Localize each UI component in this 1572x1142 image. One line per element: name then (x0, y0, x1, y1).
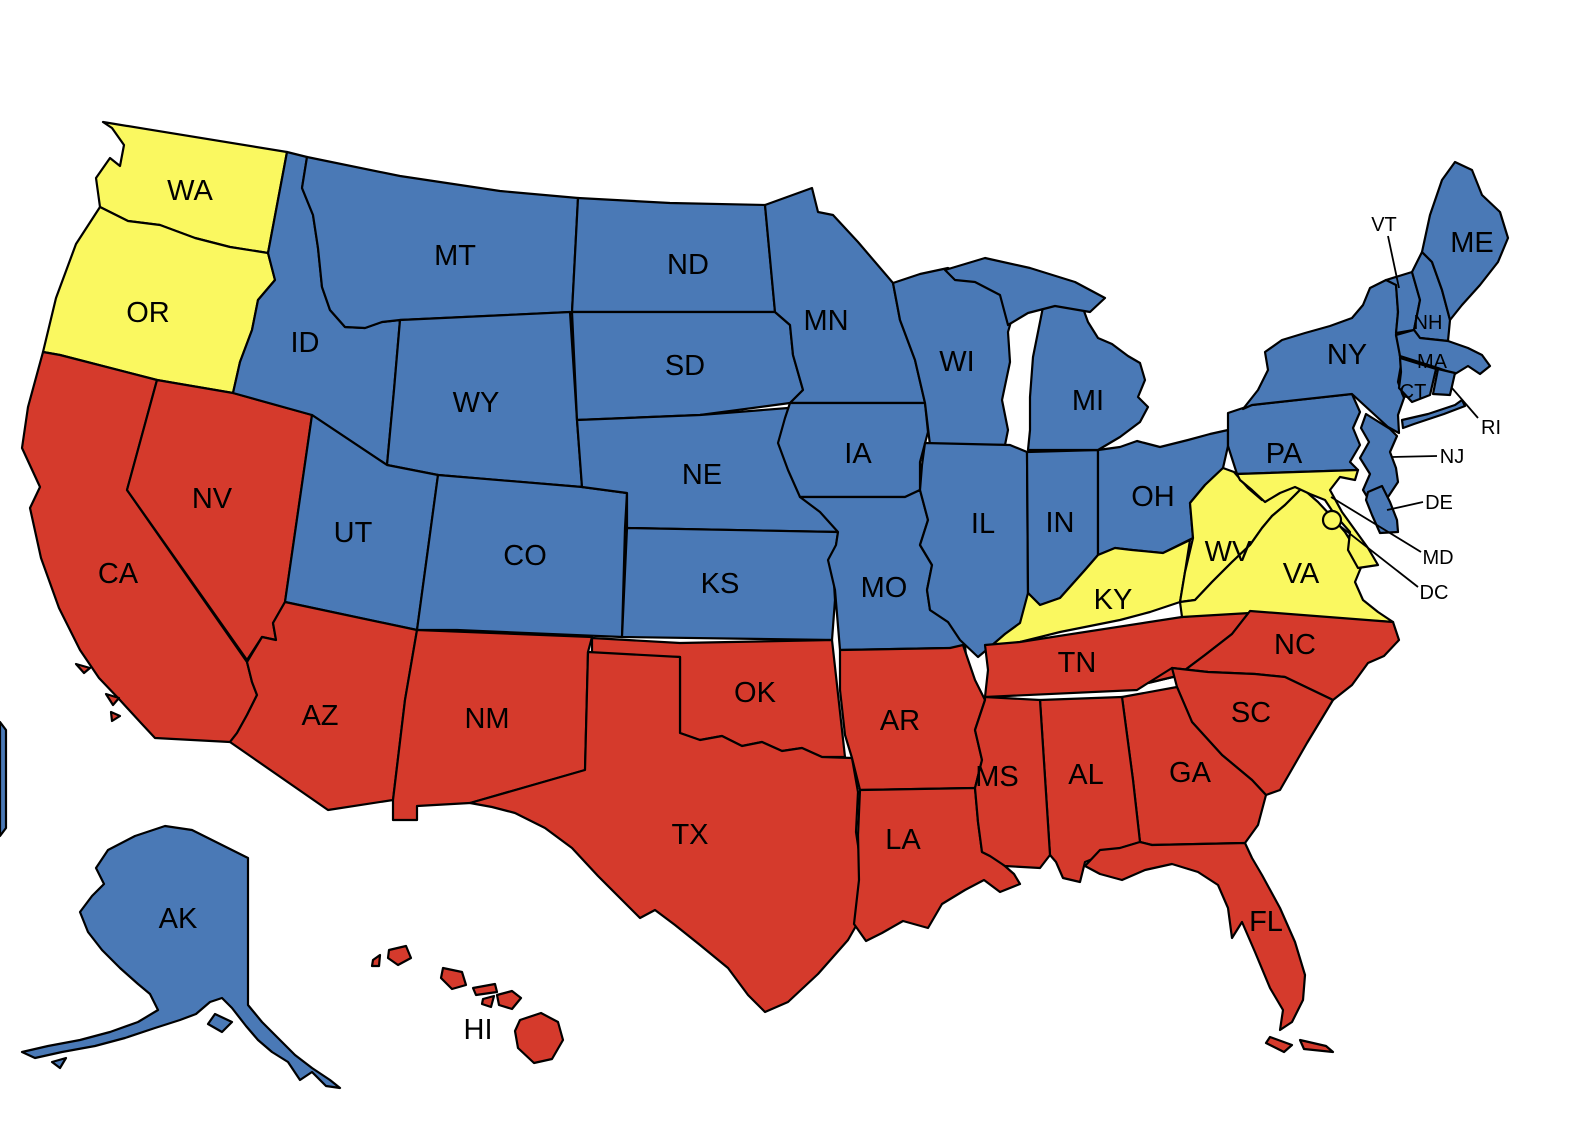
state-shape-AK (0, 720, 8, 838)
state-label-CT: CT (1400, 381, 1427, 403)
state-label-SC: SC (1231, 697, 1271, 729)
callout-line-DC (1339, 525, 1419, 588)
state-label-NE: NE (682, 459, 722, 491)
state-shape-DE (1364, 484, 1400, 535)
state-label-ME: ME (1450, 227, 1494, 259)
state-label-MA: MA (1417, 351, 1448, 373)
state-label-MI: MI (1072, 385, 1104, 417)
state-label-NM: NM (464, 703, 509, 735)
state-shape-TX (468, 650, 870, 1014)
state-label-TN: TN (1058, 647, 1097, 679)
state-shape-KY (988, 538, 1192, 649)
state-label-AZ: AZ (301, 700, 338, 732)
callout-line-MD (1330, 496, 1422, 553)
state-shape-NY (1400, 398, 1467, 430)
state-label-OR: OR (126, 297, 170, 329)
state-shape-AL (1038, 695, 1142, 884)
state-label-TX: TX (671, 819, 708, 851)
state-label-MD: MD (1422, 547, 1453, 569)
state-label-AK: AK (159, 903, 198, 935)
state-label-NH: NH (1414, 312, 1443, 334)
state-shape-HI (370, 953, 382, 968)
state-label-ID: ID (291, 327, 320, 359)
callout-line-DE (1386, 501, 1424, 511)
callout-line-VT (1387, 235, 1400, 289)
state-label-OH: OH (1131, 481, 1175, 513)
state-label-MT: MT (434, 240, 476, 272)
state-label-CO: CO (503, 540, 547, 572)
state-label-NY: NY (1327, 339, 1367, 371)
state-label-NV: NV (192, 483, 233, 515)
state-label-HI: HI (464, 1014, 493, 1046)
state-shape-MT (300, 155, 580, 330)
state-shape-HI (386, 944, 413, 967)
state-shape-CA (104, 692, 121, 707)
state-label-RI: RI (1481, 417, 1501, 439)
state-label-IN: IN (1046, 507, 1075, 539)
state-label-DE: DE (1425, 492, 1453, 514)
state-shape-AK (20, 824, 342, 1090)
state-shape-MS (973, 695, 1052, 870)
state-label-VA: VA (1283, 558, 1320, 590)
state-shape-CA (109, 710, 122, 723)
state-shape-AK (206, 1012, 234, 1034)
state-label-OK: OK (734, 677, 777, 709)
state-label-KS: KS (701, 568, 740, 600)
state-label-KY: KY (1094, 584, 1133, 616)
state-label-MS: MS (975, 761, 1019, 793)
state-label-LA: LA (885, 824, 921, 856)
state-label-VT: VT (1371, 214, 1397, 236)
state-label-NJ: NJ (1440, 446, 1464, 468)
state-shape-MI (943, 256, 1107, 327)
state-shape-MI (1026, 281, 1150, 452)
state-label-UT: UT (334, 517, 373, 549)
state-shape-MD (1235, 468, 1380, 570)
state-shape-RI (1431, 367, 1457, 397)
state-label-WA: WA (167, 175, 213, 207)
state-label-AR: AR (880, 705, 920, 737)
callout-line-NJ (1391, 455, 1438, 458)
state-shape-DC (1321, 509, 1343, 531)
state-label-GA: GA (1169, 757, 1212, 789)
callout-line-RI (1451, 387, 1479, 419)
state-label-WI: WI (939, 346, 974, 378)
state-label-MO: MO (861, 572, 908, 604)
state-shape-HI (513, 1011, 565, 1065)
state-label-DC: DC (1420, 582, 1449, 604)
state-shape-NM (391, 628, 594, 822)
state-label-IL: IL (971, 508, 995, 540)
state-label-WY: WY (453, 387, 500, 419)
state-label-FL: FL (1249, 906, 1283, 938)
state-label-MN: MN (803, 305, 848, 337)
state-label-IA: IA (844, 438, 872, 470)
state-shape-HI (495, 989, 523, 1011)
state-label-AL: AL (1068, 759, 1103, 791)
state-shape-CA (74, 662, 92, 675)
state-label-WV: WV (1205, 536, 1252, 568)
state-shape-CT (1397, 356, 1438, 404)
state-label-ND: ND (667, 249, 709, 281)
state-shape-FL (1264, 1035, 1294, 1054)
state-shape-HI (480, 994, 496, 1009)
state-shape-AK (50, 1056, 68, 1070)
state-label-PA: PA (1266, 438, 1303, 470)
state-shape-FL (1083, 840, 1307, 1032)
state-shape-HI (439, 966, 468, 991)
state-label-NC: NC (1274, 629, 1316, 661)
state-shape-ME (1420, 160, 1510, 322)
state-shape-FL (1298, 1038, 1335, 1054)
state-label-SD: SD (665, 350, 705, 382)
state-shape-HI (471, 982, 499, 997)
state-label-CA: CA (98, 558, 139, 590)
